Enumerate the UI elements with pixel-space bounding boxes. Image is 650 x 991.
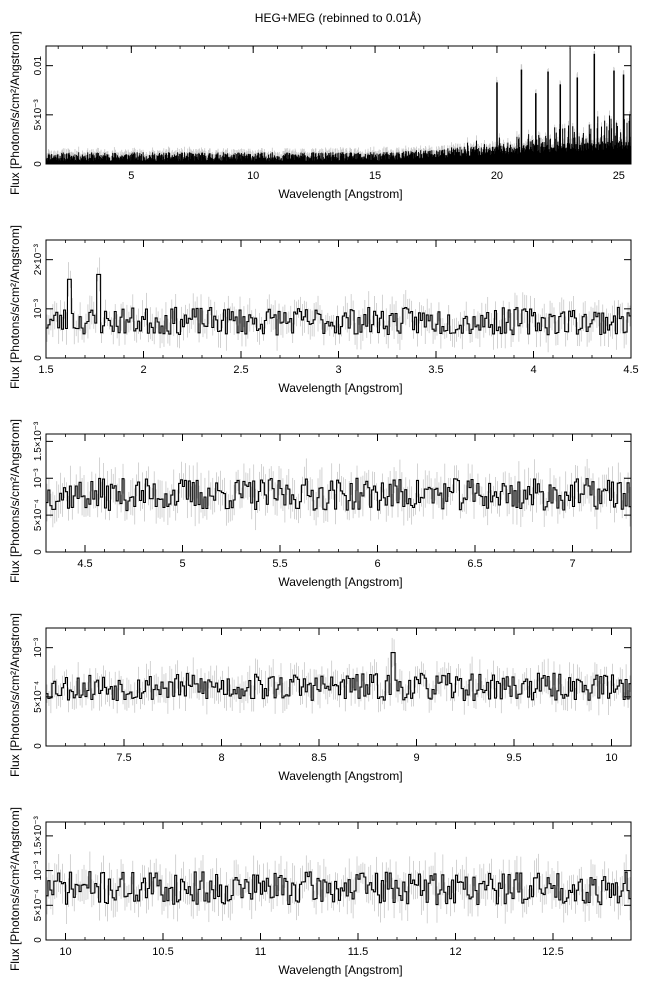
x-tick-label-4: 3 [335, 364, 341, 376]
x-ticks: 4.5 5 5.5 6 6.5 7 [45, 434, 632, 570]
chart-panel-5: 10 10.5 11 11.5 12 12.5 0 5×10⁻⁴ 10⁻³ 1.5×10⁻³ Wav… [8, 807, 632, 977]
x-axis-label: Wavelength [Angstrom] [278, 963, 402, 977]
y-tick-label-1: 0 [33, 161, 44, 167]
spectrum-line [46, 652, 631, 702]
y-axis-label: Flux [Photons/s/cm²/Angstrom] [8, 31, 22, 195]
x-tick-label-5: 25 [613, 170, 625, 182]
x-tick-label-2: 8 [218, 752, 224, 764]
y-axis-label: Flux [Photons/s/cm²/Angstrom] [8, 613, 22, 777]
plot-frame [45, 45, 632, 165]
y-ticks: 0 10⁻³ 2×10⁻³ [33, 243, 631, 361]
x-ticks: 1.5 2 2.5 3 3.5 4 4.5 [38, 240, 639, 376]
error-bars [46, 851, 631, 924]
x-tick-label-5: 9.5 [506, 752, 521, 764]
x-tick-label-6: 4 [530, 364, 536, 376]
x-tick-label-4: 6 [374, 558, 380, 570]
x-tick-label-6: 7 [569, 558, 575, 570]
x-tick-label-3: 15 [369, 170, 381, 182]
x-tick-label-4: 11.5 [348, 946, 369, 958]
y-axis-label: Flux [Photons/s/cm²/Angstrom] [8, 225, 22, 389]
error-bars [46, 257, 631, 353]
x-tick-label-3: 2.5 [233, 364, 248, 376]
x-tick-label-5: 3.5 [428, 364, 443, 376]
y-tick-label-4: 1.5×10⁻³ [33, 421, 44, 461]
x-axis-label: Wavelength [Angstrom] [278, 187, 402, 201]
chart-panel-1: 5 10 15 20 25 0 5×10⁻³ 0.01 Wavelength [Angstrom… [8, 31, 632, 201]
figure-title: HEG+MEG (rebinned to 0.01Å) [255, 10, 421, 25]
y-tick-label-1: 0 [33, 743, 44, 749]
x-tick-label-3: 5.5 [272, 558, 287, 570]
chart-panel-2: 1.5 2 2.5 3 3.5 4 4.5 0 10⁻³ 2×10⁻³ Wavelength [An… [8, 225, 639, 395]
x-axis-label: Wavelength [Angstrom] [278, 769, 402, 783]
y-tick-label-1: 0 [33, 549, 44, 555]
x-tick-label-1: 1.5 [38, 364, 53, 376]
x-ticks: 5 10 15 20 25 [57, 46, 625, 182]
x-tick-label-4: 20 [491, 170, 503, 182]
y-ticks: 0 5×10⁻³ 0.01 [33, 55, 631, 167]
x-tick-label-2: 2 [140, 364, 146, 376]
y-tick-label-1: 0 [33, 355, 44, 361]
data-series [45, 47, 632, 164]
data-series [46, 652, 631, 702]
y-ticks: 0 5×10⁻⁴ 10⁻³ 1.5×10⁻³ [33, 421, 631, 555]
error-bars [46, 637, 631, 716]
x-tick-label-7: 4.5 [623, 364, 638, 376]
x-tick-label-2: 10.5 [152, 946, 173, 958]
y-axis-label: Flux [Photons/s/cm²/Angstrom] [8, 807, 22, 971]
spectrum-line [46, 477, 631, 512]
y-tick-label-2: 5×10⁻³ [33, 99, 44, 131]
x-tick-label-6: 10 [605, 752, 617, 764]
y-tick-label-2: 5×10⁻⁴ [33, 499, 44, 531]
x-axis-label: Wavelength [Angstrom] [278, 575, 402, 589]
x-tick-label-2: 5 [179, 558, 185, 570]
y-tick-label-3: 2×10⁻³ [33, 243, 44, 275]
y-tick-label-3: 10⁻³ [33, 468, 44, 488]
x-tick-label-1: 4.5 [77, 558, 92, 570]
spectrum-line [46, 273, 631, 336]
data-series [46, 273, 631, 336]
x-axis-label: Wavelength [Angstrom] [278, 381, 402, 395]
y-axis-label: Flux [Photons/s/cm²/Angstrom] [8, 419, 22, 583]
y-tick-label-3: 10⁻³ [33, 860, 44, 880]
y-tick-label-3: 10⁻³ [33, 637, 44, 657]
x-tick-label-1: 5 [128, 170, 134, 182]
x-tick-label-2: 10 [247, 170, 259, 182]
x-tick-label-4: 9 [413, 752, 419, 764]
error-bars [45, 46, 632, 164]
plot-frame [45, 239, 632, 359]
x-tick-label-3: 11 [255, 946, 266, 958]
y-tick-label-2: 5×10⁻⁴ [33, 681, 44, 713]
x-tick-label-3: 8.5 [311, 752, 326, 764]
y-tick-label-2: 5×10⁻⁴ [33, 889, 44, 921]
chart-panel-4: 7.5 8 8.5 9 9.5 10 0 5×10⁻⁴ 10⁻³ Wavelength [Angs… [8, 613, 632, 783]
y-tick-label-3: 0.01 [33, 55, 44, 75]
y-tick-label-4: 1.5×10⁻³ [33, 815, 44, 855]
x-tick-label-5: 12 [449, 946, 461, 958]
y-tick-label-1: 0 [33, 937, 44, 943]
spectrum-line [46, 871, 631, 906]
y-ticks: 0 5×10⁻⁴ 10⁻³ [33, 637, 631, 749]
x-ticks: 7.5 8 8.5 9 9.5 10 [45, 628, 632, 764]
y-ticks: 0 5×10⁻⁴ 10⁻³ 1.5×10⁻³ [33, 815, 631, 943]
x-ticks: 10 10.5 11 11.5 12 12.5 [45, 822, 632, 958]
data-series [46, 871, 631, 906]
error-bars [46, 457, 631, 531]
x-tick-label-6: 12.5 [542, 946, 563, 958]
x-tick-label-5: 6.5 [467, 558, 482, 570]
chart-panel-3: 4.5 5 5.5 6 6.5 7 0 5×10⁻⁴ 10⁻³ 1.5×10⁻³ Wavelengt… [8, 419, 632, 589]
data-series [46, 477, 631, 512]
x-tick-label-1: 7.5 [116, 752, 131, 764]
x-tick-label-1: 10 [59, 946, 71, 958]
y-tick-label-2: 10⁻³ [33, 298, 44, 318]
